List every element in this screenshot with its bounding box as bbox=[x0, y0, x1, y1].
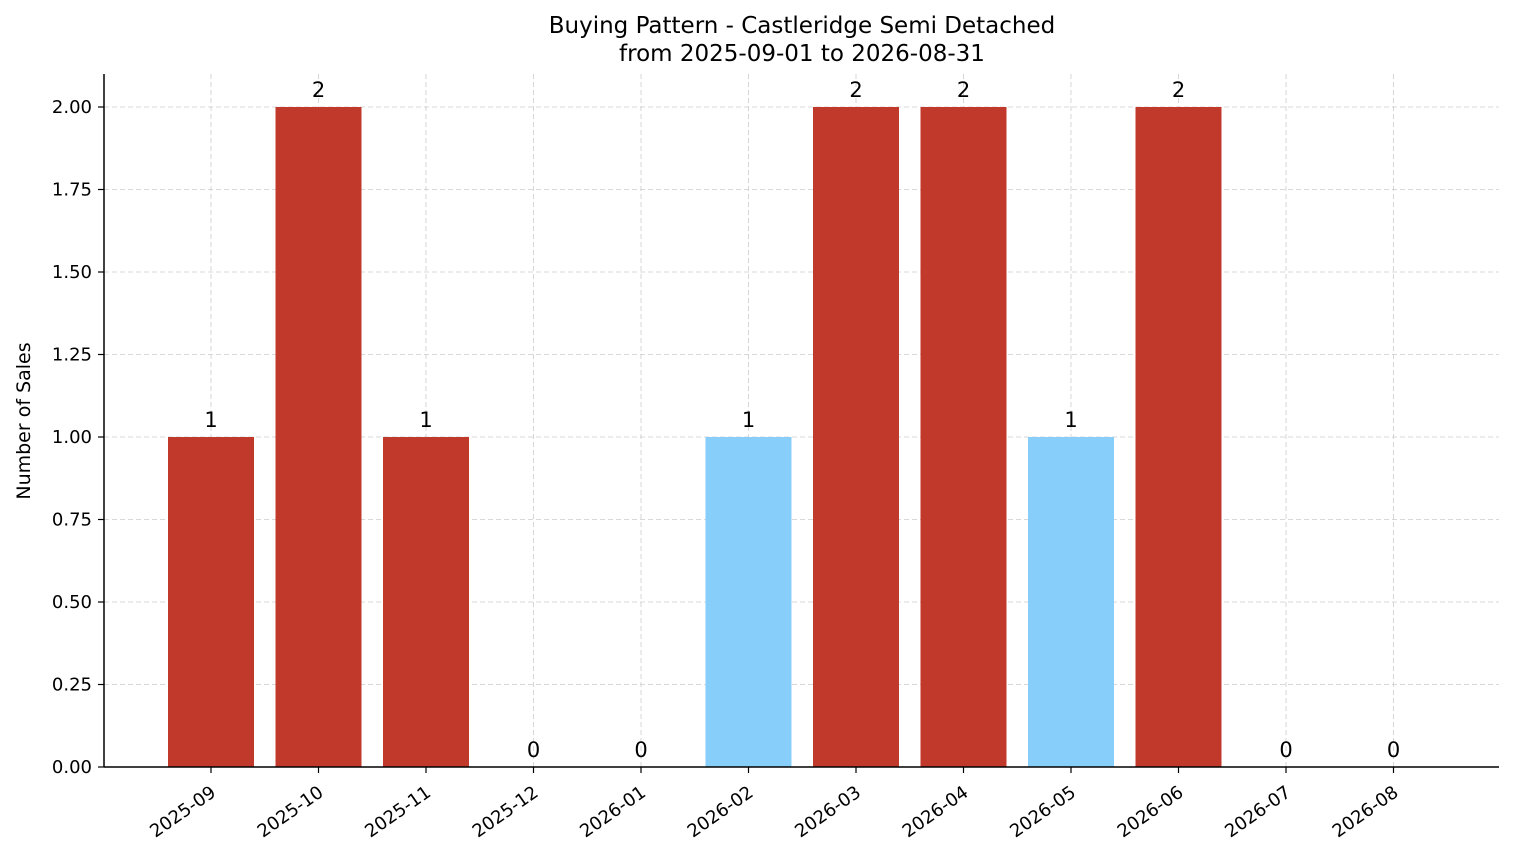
chart-title: Buying Pattern - Castleridge Semi Detach… bbox=[549, 13, 1056, 39]
x-tick-label: 2026-05 bbox=[1006, 782, 1080, 842]
bar-2025-11 bbox=[383, 437, 469, 767]
x-tick-label: 2026-03 bbox=[791, 782, 865, 842]
bar-value-label: 2 bbox=[957, 78, 970, 102]
y-tick-label: 0.00 bbox=[52, 757, 92, 778]
bar-value-label: 2 bbox=[1172, 78, 1185, 102]
y-tick-label: 0.25 bbox=[52, 675, 92, 696]
x-tick-label: 2026-04 bbox=[899, 782, 973, 842]
x-tick-label: 2025-11 bbox=[361, 782, 435, 842]
bar-2026-04 bbox=[920, 107, 1007, 767]
bar-value-label: 0 bbox=[634, 738, 647, 762]
y-tick-label: 1.75 bbox=[52, 180, 92, 201]
bar-value-label: 2 bbox=[849, 78, 862, 102]
x-tick-label: 2025-09 bbox=[146, 782, 220, 842]
y-axis-label: Number of Sales bbox=[13, 342, 35, 499]
x-tick-labels: 2025-09 2025-10 2025-11 2025-12 2026-01 2026-… bbox=[146, 767, 1402, 842]
x-tick-label: 2026-02 bbox=[684, 782, 758, 842]
bar-2026-03 bbox=[813, 107, 899, 767]
y-tick-label: 2.00 bbox=[52, 97, 92, 118]
y-tick-labels: 0.00 0.25 0.50 0.75 1.00 1.25 1.50 1.75 2.00 bbox=[52, 97, 104, 778]
x-tick-label: 2026-08 bbox=[1329, 782, 1403, 842]
bar-2025-10 bbox=[275, 107, 362, 767]
bar-value-label: 1 bbox=[204, 408, 217, 432]
chart-subtitle: from 2025-09-01 to 2026-08-31 bbox=[619, 41, 985, 67]
y-tick-label: 1.25 bbox=[52, 345, 92, 366]
y-tick-label: 1.00 bbox=[52, 427, 92, 448]
x-tick-label: 2025-12 bbox=[469, 782, 543, 842]
x-tick-label: 2025-10 bbox=[254, 782, 328, 842]
bar-value-label: 0 bbox=[1387, 738, 1400, 762]
bar-2025-09 bbox=[168, 437, 254, 767]
bar-2026-06 bbox=[1135, 107, 1222, 767]
bar-2026-02 bbox=[705, 437, 792, 767]
y-tick-label: 1.50 bbox=[52, 262, 92, 283]
x-tick-label: 2026-07 bbox=[1221, 782, 1295, 842]
bar-2026-05 bbox=[1028, 437, 1114, 767]
x-tick-label: 2026-06 bbox=[1114, 782, 1188, 842]
bar-value-label: 1 bbox=[1064, 408, 1077, 432]
y-tick-label: 0.50 bbox=[52, 592, 92, 613]
bar-value-label: 1 bbox=[742, 408, 755, 432]
y-tick-label: 0.75 bbox=[52, 510, 92, 531]
bar-value-label: 0 bbox=[1279, 738, 1292, 762]
bars bbox=[168, 107, 1222, 767]
x-tick-label: 2026-01 bbox=[576, 782, 650, 842]
bar-value-labels: 1 2 1 0 0 1 2 2 1 2 0 0 bbox=[204, 78, 1400, 762]
bar-value-label: 0 bbox=[527, 738, 540, 762]
bar-value-label: 2 bbox=[312, 78, 325, 102]
bar-value-label: 1 bbox=[419, 408, 432, 432]
